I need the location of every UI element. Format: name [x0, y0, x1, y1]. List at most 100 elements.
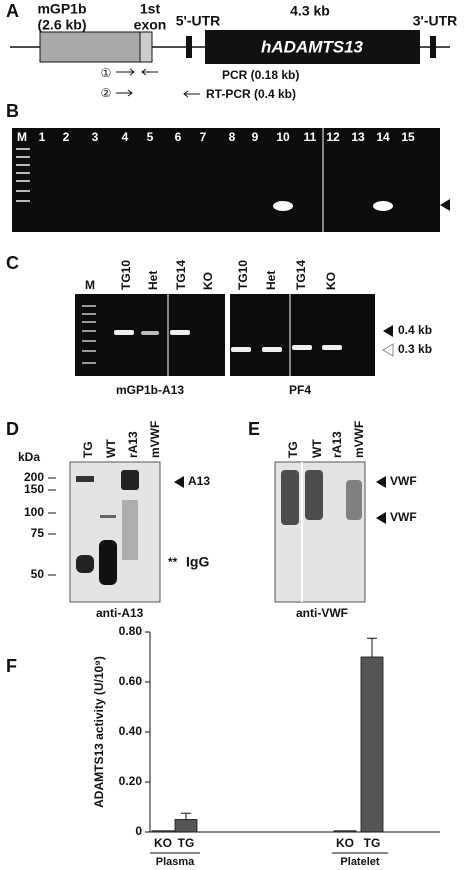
arrowhead — [376, 512, 386, 524]
band-label: A13 — [188, 474, 210, 488]
lane-label: TG14 — [174, 260, 188, 290]
ladder-band — [16, 180, 30, 182]
marker-label: 50 — [31, 567, 45, 581]
caption: anti-A13 — [96, 606, 144, 620]
ladder-band — [82, 340, 96, 342]
panel-letter: A — [6, 1, 19, 21]
arrowhead — [174, 476, 184, 488]
marker-label: 100 — [24, 505, 44, 519]
lane-label: 5 — [147, 130, 154, 144]
size-label: 0.3 kb — [398, 342, 432, 356]
x-tick-label: KO — [336, 836, 354, 850]
panel-letter: C — [6, 253, 19, 273]
band — [99, 540, 117, 585]
gel — [12, 128, 440, 232]
lane-label: KO — [324, 272, 338, 290]
y-tick-label: 0.80 — [119, 624, 143, 638]
lane-label: mVWF — [148, 421, 162, 458]
band — [322, 345, 342, 350]
gel — [230, 294, 375, 376]
bar — [174, 819, 198, 833]
lane-label: 4 — [122, 130, 129, 144]
lane-label: mVWF — [352, 421, 366, 458]
arrowhead — [382, 343, 394, 357]
panel-letter: D — [6, 419, 19, 439]
lane-label: Het — [146, 271, 160, 290]
band — [122, 500, 138, 560]
panel-letter: E — [248, 419, 260, 439]
lane-label: 6 — [175, 130, 182, 144]
band — [114, 330, 134, 335]
band-label: IgG — [186, 554, 209, 570]
lane-label: rA13 — [126, 431, 140, 458]
caption: mGP1b-A13 — [116, 383, 184, 397]
lane-label: 8 — [229, 130, 236, 144]
ladder-band — [82, 321, 96, 323]
ladder-band — [82, 330, 96, 332]
bar — [360, 656, 384, 833]
exon-box — [139, 31, 153, 63]
band — [76, 476, 94, 482]
primer-label: ① — [101, 66, 112, 80]
label: 1st — [140, 1, 161, 17]
y-tick-label: 0 — [135, 824, 142, 838]
lane-label: 3 — [92, 130, 99, 144]
gene-box — [205, 30, 420, 64]
utr-box — [430, 36, 436, 58]
utr-box — [186, 36, 192, 58]
bar — [151, 830, 175, 833]
primer-label: ② — [101, 86, 112, 100]
label: (2.6 kb) — [37, 17, 86, 33]
band — [273, 201, 293, 211]
caption: anti-VWF — [296, 606, 348, 620]
arrow — [116, 68, 135, 76]
lane-label: M — [17, 130, 27, 144]
band — [100, 515, 116, 518]
lane-label: 1 — [39, 130, 46, 144]
band — [141, 331, 159, 335]
group-label: Platelet — [340, 856, 379, 868]
ladder-band — [16, 172, 30, 174]
ladder-band — [82, 350, 96, 352]
lane-label: rA13 — [330, 431, 344, 458]
panel-letter: B — [6, 101, 19, 121]
y-tick-label: 0.60 — [119, 674, 143, 688]
promoter-box — [39, 31, 141, 63]
arrowhead — [440, 199, 450, 211]
lane-label: WT — [310, 439, 324, 458]
y-axis-label: ADAMTS13 activity (U/10⁹) — [92, 656, 106, 808]
lane-label: TG — [81, 441, 95, 458]
ladder-band — [82, 305, 96, 307]
lane-label: 10 — [276, 130, 290, 144]
size-label: 0.4 kb — [398, 323, 432, 337]
panel-letter: F — [6, 656, 17, 676]
band — [231, 347, 251, 352]
ladder-band — [16, 156, 30, 158]
lane-label: 12 — [326, 130, 340, 144]
error-bar — [367, 637, 377, 657]
band — [305, 470, 323, 520]
x-tick-label: TG — [364, 836, 381, 850]
ladder-band — [16, 148, 30, 150]
arrowhead — [383, 325, 393, 337]
band — [262, 347, 282, 352]
ladder-band — [82, 313, 96, 315]
caption: PF4 — [289, 383, 311, 397]
lane-label: 14 — [376, 130, 390, 144]
lane-label: 15 — [401, 130, 415, 144]
lane-label: M — [85, 278, 95, 292]
x-tick-label: TG — [178, 836, 195, 850]
bar — [333, 830, 357, 833]
band — [121, 470, 139, 490]
band-label: ** — [168, 555, 178, 569]
band — [281, 470, 299, 525]
lane-label: TG10 — [236, 260, 250, 290]
marker-label: 200 — [24, 470, 44, 484]
band-label: VWF — [390, 474, 417, 488]
label: RT-PCR (0.4 kb) — [206, 87, 296, 101]
label: mGP1b — [37, 1, 86, 17]
lane-label: 7 — [200, 130, 207, 144]
ladder-band — [16, 164, 30, 166]
